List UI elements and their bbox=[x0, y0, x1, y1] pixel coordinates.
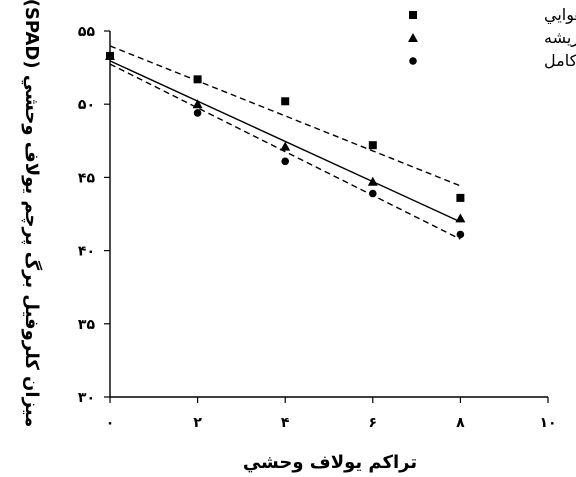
x-tick-label: ۱۰ bbox=[539, 415, 556, 431]
point-legend-2 bbox=[408, 33, 418, 42]
y-tick-label: ۳۰ bbox=[78, 390, 95, 406]
y-tick-label: ۳۵ bbox=[78, 317, 96, 333]
trend-line-series-1 bbox=[109, 45, 461, 187]
point-series-1 bbox=[368, 141, 377, 150]
point-series-2 bbox=[192, 99, 203, 109]
legend-label: رقابت اندام هوايي bbox=[544, 5, 576, 25]
tick-marks: ۰ ۲ ۴ ۶ ۸ ۱۰ ۳۰ ۳۵ ۴۰ ۴۵ ۵۰ ۵۵ bbox=[78, 24, 557, 431]
point-series-3 bbox=[106, 52, 114, 60]
y-axis-label: ميزان کلروفيل برگ پرچم يولاف وحشي (SPAD) bbox=[21, 0, 43, 427]
point-series-1 bbox=[193, 75, 202, 84]
x-tick-label: ۰ bbox=[106, 415, 115, 431]
y-tick-label: ۵۰ bbox=[78, 97, 95, 113]
data-points bbox=[105, 50, 466, 239]
point-series-3 bbox=[369, 189, 377, 198]
point-series-3 bbox=[193, 109, 202, 117]
axes bbox=[109, 31, 548, 398]
trend-line-series-2 bbox=[109, 60, 461, 223]
point-series-3 bbox=[281, 157, 290, 166]
x-axis-label: تراکم يولاف وحشي bbox=[243, 452, 417, 473]
trend-line-series-3 bbox=[109, 63, 461, 240]
point-series-2 bbox=[280, 141, 291, 151]
x-tick-label: ۴ bbox=[281, 415, 290, 431]
point-series-2 bbox=[367, 176, 378, 186]
point-legend-1 bbox=[409, 11, 417, 19]
x-tick-label: ۸ bbox=[456, 415, 465, 431]
y-tick-label: ۴۰ bbox=[78, 244, 95, 260]
trend-lines bbox=[109, 45, 461, 240]
legend: رقابت اندام هوايي رقابت ريشه رقابت کامل bbox=[408, 5, 576, 71]
point-series-3 bbox=[456, 230, 465, 239]
point-series-2 bbox=[455, 213, 466, 223]
y-tick-label: ۴۵ bbox=[78, 170, 96, 186]
legend-label: رقابت کامل bbox=[544, 51, 576, 71]
point-series-1 bbox=[456, 193, 465, 202]
x-tick-label: ۲ bbox=[193, 415, 202, 431]
legend-label: رقابت ريشه bbox=[544, 28, 576, 48]
point-legend-3 bbox=[409, 57, 417, 65]
point-series-1 bbox=[281, 97, 290, 106]
y-tick-label: ۵۵ bbox=[78, 24, 96, 40]
x-tick-label: ۶ bbox=[369, 415, 378, 431]
